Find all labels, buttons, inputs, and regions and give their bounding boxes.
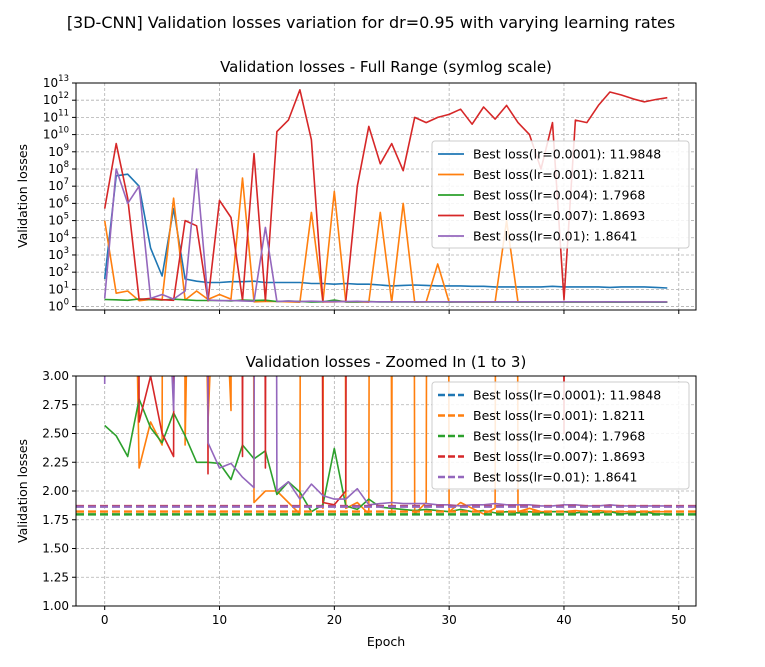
chart-full-range-title: Validation losses - Full Range (symlog s… [220, 58, 552, 76]
top-ytick-label-2: 102 [48, 263, 69, 279]
chart-zoomed-ylabel: Validation losses [15, 439, 30, 543]
bottom-legend-entry-3: Best loss(lr=0.007): 1.8693 [473, 449, 645, 464]
bottom-ytick-label-5: 2.25 [42, 455, 69, 469]
top-series-line-4 [103, 168, 668, 303]
top-ytick-label-3: 103 [48, 246, 69, 262]
bottom-ytick-label-8: 3.00 [42, 369, 69, 383]
chart-zoomed-title: Validation losses - Zoomed In (1 to 3) [246, 353, 527, 371]
top-legend-entry-1: Best loss(lr=0.001): 1.8211 [473, 167, 645, 182]
top-legend-box [431, 140, 690, 249]
top-legend-entry-4: Best loss(lr=0.01): 1.8641 [473, 229, 637, 244]
bottom-ytick-label-4: 2.00 [42, 484, 69, 498]
bottom-ytick-label-2: 1.50 [42, 542, 69, 556]
bottom-xtick-label-4: 40 [556, 613, 571, 627]
bottom-legend-entry-4: Best loss(lr=0.01): 1.8641 [473, 470, 637, 485]
top-frame [75, 82, 697, 311]
top-legend-entry-2: Best loss(lr=0.004): 1.7968 [473, 188, 645, 203]
bottom-legend-entry-1: Best loss(lr=0.001): 1.8211 [473, 408, 645, 423]
top-legend-entry-0: Best loss(lr=0.0001): 11.9848 [473, 147, 661, 162]
chart-full-range: Validation losses - Full Range (symlog s… [15, 58, 697, 314]
top-ytick-label-4: 104 [48, 229, 69, 245]
top-ytick-label-6: 106 [48, 194, 69, 210]
bottom-legend-entry-0: Best loss(lr=0.0001): 11.9848 [473, 388, 661, 403]
top-ytick-label-9: 109 [48, 143, 69, 159]
chart-full-range-legend: Best loss(lr=0.0001): 11.9848 Best loss(l… [431, 140, 690, 249]
bottom-ytick-label-1: 1.25 [42, 570, 69, 584]
bottom-ytick-label-0: 1.00 [42, 599, 69, 613]
bottom-xtick-label-2: 20 [327, 613, 342, 627]
top-ytick-label-5: 105 [48, 212, 69, 228]
chart-zoomed-axes: 0 10 20 30 40 50 1.00 1.25 1.50 1.75 2.00 2.25 2.50 2… [42, 369, 697, 627]
bottom-xtick-label-0: 0 [101, 613, 109, 627]
bottom-legend-box [431, 381, 690, 490]
top-series-line-0 [103, 173, 668, 289]
top-ytick-label-13: 1013 [43, 74, 69, 90]
top-ytick-label-0: 100 [48, 298, 69, 314]
top-ytick-label-10: 1010 [43, 126, 69, 142]
top-legend-entry-3: Best loss(lr=0.007): 1.8693 [473, 208, 645, 223]
bottom-ytick-label-6: 2.50 [42, 427, 69, 441]
chart-full-range-ylabel: Validation losses [15, 144, 30, 248]
chart-zoomed: Validation losses - Zoomed In (1 to 3) V… [15, 353, 697, 649]
top-ytick-label-12: 1012 [43, 91, 69, 107]
chart-full-range-plot-area [103, 89, 668, 304]
bottom-xtick-label-3: 30 [442, 613, 457, 627]
bottom-ytick-label-7: 2.75 [42, 398, 69, 412]
bottom-series-line-4 [103, 376, 668, 507]
bottom-legend-entry-2: Best loss(lr=0.004): 1.7968 [473, 429, 645, 444]
top-ytick-label-8: 108 [48, 160, 69, 176]
figure-suptitle: [3D-CNN] Validation losses variation for… [67, 13, 675, 32]
bottom-ytick-label-3: 1.75 [42, 513, 69, 527]
top-ytick-label-11: 1011 [43, 108, 69, 124]
chart-zoomed-xlabel: Epoch [367, 634, 405, 649]
top-ytick-label-1: 101 [48, 280, 69, 296]
top-ytick-label-7: 107 [48, 177, 69, 193]
bottom-xtick-label-1: 10 [212, 613, 227, 627]
chart-zoomed-legend: Best loss(lr=0.0001): 11.9848 Best loss(l… [431, 381, 690, 490]
chart-full-range-axes: 1001011021031041051061071081091010101110… [43, 74, 697, 314]
chart-zoomed-plot-area [76, 376, 696, 516]
bottom-xtick-label-5: 50 [671, 613, 686, 627]
